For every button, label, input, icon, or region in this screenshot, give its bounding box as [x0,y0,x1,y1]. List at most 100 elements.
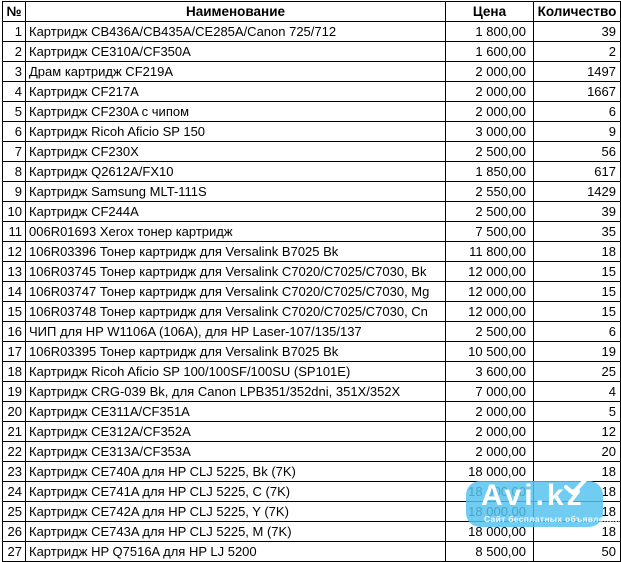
cell-num: 13 [2,261,26,282]
cell-name: Картридж CE310A/CF350A [25,41,446,62]
header-name: Наименование [25,1,446,22]
table-row: 13 106R03745 Тонер картридж для Versalink… [2,261,621,282]
cell-qty: 1429 [533,181,621,202]
cell-name: Картридж Ricoh Aficio SP 150 [25,121,446,142]
cell-name: Картридж CRG-039 Bk, для Canon LPB351/35… [25,381,446,402]
table-row: 9 Картридж Samsung MLT-111S 2 550,00 1429 [2,181,621,202]
cell-name: Картридж CE313A/CF353A [25,441,446,462]
cell-name: Картридж CF230A с чипом [25,101,446,122]
cell-name: Картридж CE740A для HP CLJ 5225, Bk (7K) [25,461,446,482]
table-row: 4 Картридж CF217A 2 000,00 1667 [2,81,621,102]
cell-price: 2 500,00 [445,141,534,162]
cell-num: 7 [2,141,26,162]
cell-price: 2 000,00 [445,101,534,122]
cell-qty: 4 [533,381,621,402]
cell-num: 18 [2,361,26,382]
table-row: 21 Картридж CE312A/CF352A 2 000,00 12 [2,421,621,442]
cell-price: 2 500,00 [445,321,534,342]
cell-num: 11 [2,221,26,242]
cell-qty: 56 [533,141,621,162]
table-row: 18 Картридж Ricoh Aficio SP 100/100SF/100… [2,361,621,382]
cell-qty: 18 [533,241,621,262]
cell-price: 7 500,00 [445,221,534,242]
cell-price: 10 500,00 [445,341,534,362]
cell-num: 20 [2,401,26,422]
cell-name: 106R03395 Тонер картридж для Versalink B… [25,341,446,362]
cell-qty: 1667 [533,81,621,102]
cell-num: 3 [2,61,26,82]
cell-qty: 6 [533,101,621,122]
table-row: 6 Картридж Ricoh Aficio SP 150 3 000,00 9 [2,121,621,142]
table-body: 1 Картридж CB436A/CB435A/CE285A/Canon 725… [2,21,621,562]
watermark-tagline: Сайт бесплатных объявлений [484,514,621,524]
cell-num: 22 [2,441,26,462]
cell-qty: 6 [533,321,621,342]
table-row: 11 006R01693 Xerox тонер картридж 7 500,00… [2,221,621,242]
table-row: 27 Картридж HP Q7516A для HP LJ 5200 8 500… [2,541,621,562]
cell-name: 006R01693 Xerox тонер картридж [25,221,446,242]
cell-name: Картридж Q2612A/FX10 [25,161,446,182]
cell-qty: 39 [533,201,621,222]
cell-num: 9 [2,181,26,202]
cell-qty: 1497 [533,61,621,82]
cell-price: 12 000,00 [445,281,534,302]
cell-num: 27 [2,541,26,562]
cell-qty: 19 [533,341,621,362]
check-icon [563,477,589,501]
cell-num: 15 [2,301,26,322]
table-row: 23 Картридж CE740A для HP CLJ 5225, Bk (7… [2,461,621,482]
cell-qty: 617 [533,161,621,182]
header-price: Цена [445,1,534,22]
table-row: 3 Драм картридж CF219A 2 000,00 1497 [2,61,621,82]
cell-price: 2 000,00 [445,421,534,442]
table-row: 15 106R03748 Тонер картридж для Versalink… [2,301,621,322]
cell-qty: 15 [533,281,621,302]
cell-price: 8 500,00 [445,541,534,562]
cell-num: 10 [2,201,26,222]
cell-num: 24 [2,481,26,502]
cell-qty: 50 [533,541,621,562]
cell-qty: 25 [533,361,621,382]
cell-name: ЧИП для HP W1106A (106A), для HP Laser-1… [25,321,446,342]
cell-qty: 15 [533,261,621,282]
table-row: 7 Картридж CF230X 2 500,00 56 [2,141,621,162]
table-row: 17 106R03395 Тонер картридж для Versalink… [2,341,621,362]
table-row: 12 106R03396 Тонер картридж для Versalink… [2,241,621,262]
cell-name: Картридж CE741A для HP CLJ 5225, C (7K) [25,481,446,502]
cell-price: 2 000,00 [445,61,534,82]
cell-qty: 35 [533,221,621,242]
table-row: 14 106R03747 Тонер картридж для Versalink… [2,281,621,302]
cell-qty: 39 [533,21,621,42]
cell-price: 11 800,00 [445,241,534,262]
cell-price: 7 000,00 [445,381,534,402]
cell-num: 2 [2,41,26,62]
table-row: 20 Картридж CE311A/CF351A 2 000,00 5 [2,401,621,422]
cell-name: Картридж CE312A/CF352A [25,421,446,442]
cell-name: 106R03745 Тонер картридж для Versalink C… [25,261,446,282]
cell-price: 2 000,00 [445,401,534,422]
cell-name: Картридж Ricoh Aficio SP 100/100SF/100SU… [25,361,446,382]
cell-qty: 2 [533,41,621,62]
cell-price: 18 000,00 [445,461,534,482]
cell-price: 2 550,00 [445,181,534,202]
cell-price: 12 000,00 [445,301,534,322]
cell-num: 14 [2,281,26,302]
table-row: 5 Картридж CF230A с чипом 2 000,00 6 [2,101,621,122]
cell-name: Картридж CE311A/CF351A [25,401,446,422]
cell-qty: 9 [533,121,621,142]
cell-qty: 20 [533,441,621,462]
cell-name: Картридж Samsung MLT-111S [25,181,446,202]
cell-qty: 5 [533,401,621,422]
cell-price: 3 600,00 [445,361,534,382]
cell-name: Картридж CF244A [25,201,446,222]
cell-name: Картридж HP Q7516A для HP LJ 5200 [25,541,446,562]
table-row: 8 Картридж Q2612A/FX10 1 850,00 617 [2,161,621,182]
table-row: 22 Картридж CE313A/CF353A 2 000,00 20 [2,441,621,462]
cell-num: 6 [2,121,26,142]
watermark-brand: Avi.kz [481,479,585,512]
cell-price: 2 000,00 [445,441,534,462]
cell-name: 106R03396 Тонер картридж для Versalink B… [25,241,446,262]
cell-price: 3 000,00 [445,121,534,142]
table-row: 10 Картридж CF244A 2 500,00 39 [2,201,621,222]
